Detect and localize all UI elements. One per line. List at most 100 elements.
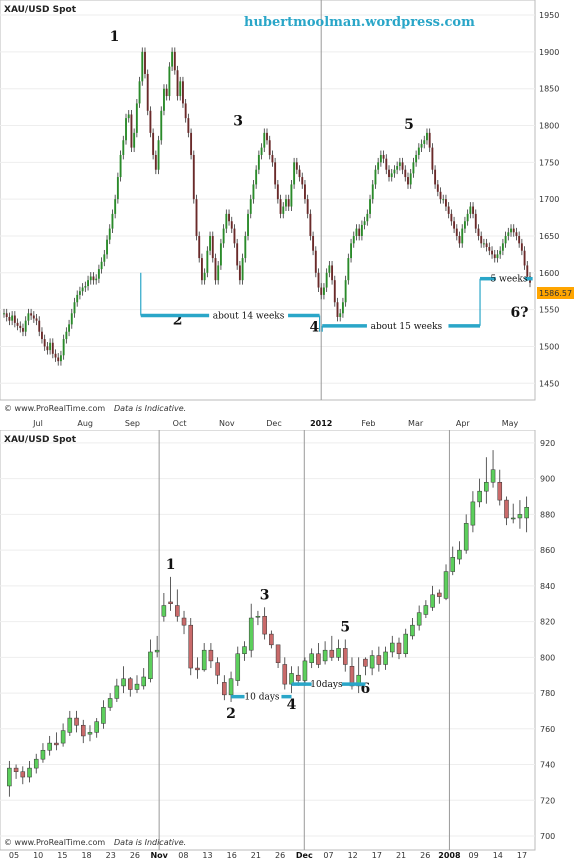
- bottom-candle-body: [228, 678, 234, 696]
- top-candle-body: [206, 250, 209, 273]
- top-candle-body: [363, 221, 366, 225]
- top-candle-body: [407, 177, 409, 185]
- bottom-y-tick-label: 800: [540, 653, 555, 662]
- top-candle-body: [496, 254, 499, 259]
- top-candle-body: [184, 103, 187, 119]
- top-cycle-note: about 14 weeks: [213, 312, 285, 322]
- top-candle-body: [228, 213, 230, 222]
- top-candle-body: [108, 228, 111, 240]
- top-candle-body: [133, 132, 136, 148]
- top-candle-body: [409, 173, 412, 185]
- top-candle-body: [263, 132, 266, 148]
- top-candle-body: [279, 199, 282, 214]
- top-candle-body: [404, 169, 407, 178]
- top-y-tick-label: 1500: [539, 342, 559, 351]
- top-candle-body: [119, 154, 122, 178]
- top-candle-body: [62, 339, 65, 356]
- top-candle-body: [266, 132, 268, 141]
- bottom-candle-body: [87, 732, 93, 735]
- bottom-wave-label: 4: [287, 697, 297, 713]
- top-candle-body: [379, 154, 382, 163]
- top-candle-body: [244, 235, 247, 259]
- top-candle-body: [51, 342, 54, 354]
- top-candle-body: [192, 154, 195, 200]
- bottom-x-tick-label: 14: [493, 851, 503, 860]
- top-x-tick-label: May: [502, 419, 519, 428]
- top-candle-body: [458, 235, 461, 244]
- bottom-wave-label: 5: [340, 619, 350, 635]
- top-candle-body: [499, 250, 502, 255]
- top-candle-body: [482, 243, 485, 245]
- top-candle-body: [255, 169, 258, 185]
- bottom-candle-body: [275, 644, 281, 663]
- bottom-candle-body: [175, 605, 180, 617]
- top-candle-body: [276, 184, 279, 200]
- top-wave-label: 2: [173, 312, 183, 328]
- bottom-candle-body: [107, 698, 113, 708]
- bottom-candle-body: [40, 749, 46, 760]
- top-candle-body: [168, 66, 171, 97]
- top-candle-body: [466, 213, 469, 222]
- bottom-x-tick-label: 07: [323, 851, 333, 860]
- top-candle-body: [214, 258, 217, 281]
- bottom-x-tick-label: 13: [202, 851, 212, 860]
- top-candle-body: [412, 162, 415, 174]
- top-candle-body: [152, 132, 155, 155]
- top-x-tick-label: Feb: [361, 419, 375, 428]
- top-candle-body: [144, 51, 146, 74]
- bottom-candle-body: [114, 685, 120, 699]
- top-candle-body: [241, 258, 244, 281]
- top-x-tick-label: Jul: [32, 419, 43, 428]
- top-x-tick-label: Sep: [125, 419, 140, 428]
- top-candle-body: [377, 162, 380, 170]
- bottom-candle-body: [510, 517, 516, 520]
- top-candle-body: [374, 169, 377, 185]
- top-candle-body: [426, 132, 428, 141]
- top-candle-body: [78, 291, 81, 295]
- bottom-y-tick-label: 780: [540, 689, 555, 698]
- top-candle-body: [198, 235, 201, 259]
- bottom-candle-body: [74, 717, 79, 726]
- bottom-candle-body: [269, 633, 274, 646]
- top-candle-body: [97, 269, 100, 279]
- bottom-x-tick-label: 16: [227, 851, 237, 860]
- top-candle-body: [331, 265, 334, 281]
- bottom-candle-body: [363, 658, 368, 667]
- top-candle-body: [453, 221, 456, 229]
- top-candle-body: [11, 315, 14, 321]
- bottom-cycle-note: 10 days: [244, 693, 280, 703]
- top-candle-body: [526, 265, 529, 277]
- top-candle-body: [41, 331, 43, 340]
- bottom-y-tick-label: 700: [540, 832, 555, 841]
- top-candle-body: [493, 254, 496, 259]
- top-candle-body: [447, 206, 450, 214]
- top-candle-body: [417, 147, 420, 155]
- bottom-candle-body: [497, 481, 503, 501]
- bottom-x-tick-label: 10: [33, 851, 43, 860]
- top-candle-body: [103, 254, 106, 262]
- bottom-candle-body: [517, 514, 523, 519]
- top-x-tick-label: Apr: [456, 419, 471, 428]
- top-candle-body: [163, 88, 165, 111]
- top-candle-body: [130, 114, 133, 148]
- top-candle-body: [304, 184, 306, 200]
- top-candle-body: [339, 313, 342, 317]
- top-candle-body: [173, 51, 176, 71]
- top-candle-body: [70, 313, 73, 325]
- top-candle-body: [480, 235, 483, 244]
- top-candle-body: [510, 228, 512, 233]
- last-price-label: 1586.57: [539, 289, 572, 298]
- top-candle-body: [268, 140, 271, 155]
- top-candle-body: [477, 228, 480, 236]
- bottom-candle-body: [336, 648, 341, 658]
- top-candle-body: [293, 162, 296, 185]
- bottom-candle-body: [410, 624, 415, 637]
- bottom-candle-body: [101, 707, 106, 724]
- top-candle-body: [285, 199, 287, 207]
- top-candle-body: [382, 154, 385, 159]
- bottom-candle-body: [484, 481, 489, 492]
- top-candle-body: [260, 147, 263, 155]
- bottom-y-tick-label: 740: [540, 761, 555, 770]
- bottom-x-tick-label: 17: [372, 851, 382, 860]
- top-candle-body: [320, 287, 323, 295]
